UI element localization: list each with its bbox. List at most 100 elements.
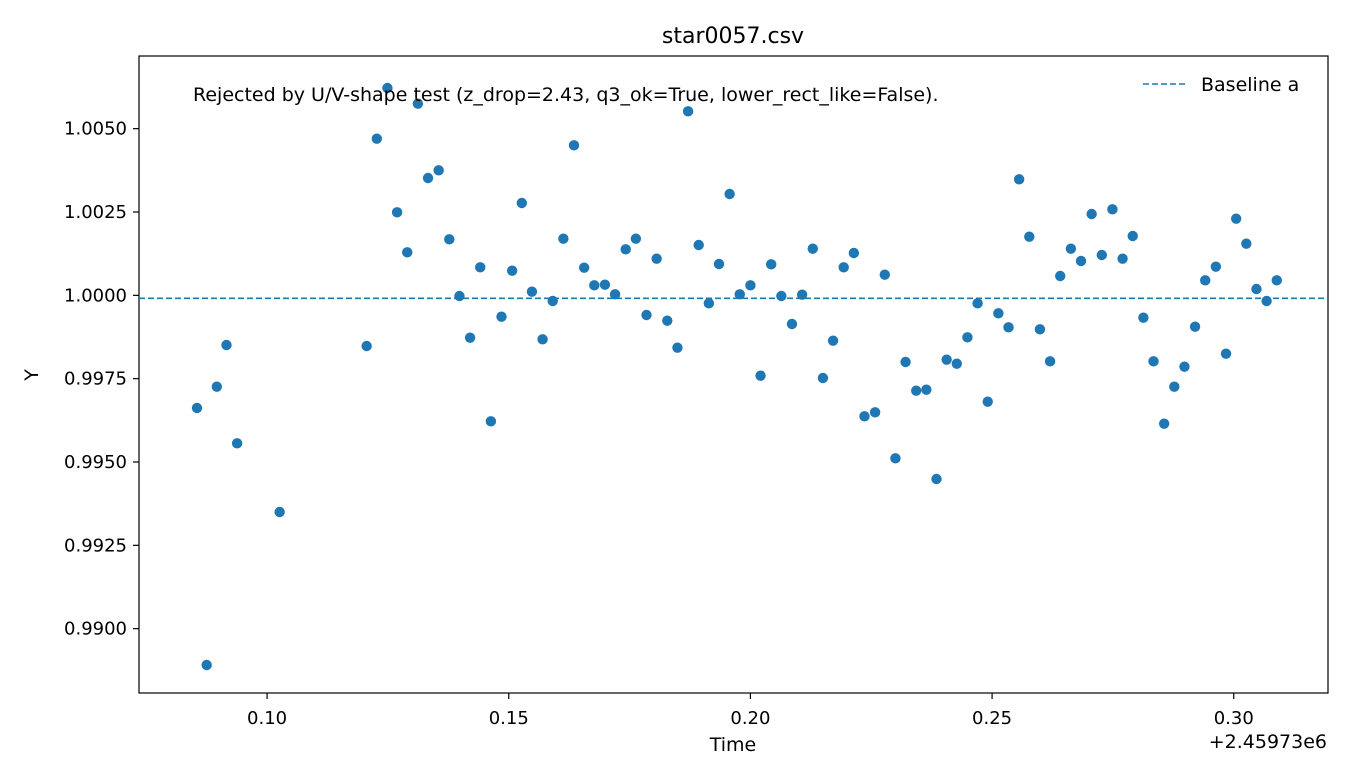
data-point — [869, 407, 881, 418]
data-point — [558, 233, 569, 244]
data-point — [191, 402, 203, 414]
data-point — [526, 286, 538, 297]
data-point — [993, 308, 1004, 319]
data-point — [972, 298, 983, 309]
data-point — [1117, 253, 1128, 264]
data-point — [890, 453, 901, 464]
data-point — [755, 370, 766, 381]
data-point — [1241, 238, 1252, 249]
data-point — [1096, 249, 1108, 261]
data-point — [682, 106, 694, 117]
data-point — [485, 416, 497, 427]
data-point — [568, 140, 580, 151]
data-point — [982, 396, 993, 407]
data-point — [786, 318, 798, 330]
data-point — [506, 265, 518, 276]
data-point — [221, 339, 232, 351]
data-point — [630, 233, 642, 244]
data-point — [807, 243, 818, 254]
x-tick-label: 0.10 — [247, 708, 287, 729]
data-point — [776, 290, 787, 302]
data-point — [1271, 275, 1282, 286]
data-point — [951, 358, 962, 369]
y-tick-label: 0.9950 — [64, 452, 127, 473]
data-point — [1055, 270, 1066, 282]
data-point — [766, 259, 777, 270]
data-point — [444, 234, 455, 245]
data-point — [391, 207, 403, 218]
y-axis-label: Y — [21, 369, 43, 382]
data-point — [941, 354, 952, 365]
data-point — [1044, 356, 1056, 367]
data-point — [734, 289, 745, 300]
data-point — [662, 315, 673, 326]
data-point — [496, 311, 507, 322]
data-point — [1200, 275, 1211, 286]
data-point — [641, 309, 652, 321]
data-point — [201, 659, 212, 671]
data-point — [838, 262, 849, 273]
data-point — [1086, 208, 1097, 220]
plot-area — [138, 55, 1329, 694]
y-axis: 0.9900 0.9925 0.9950 0.9975 1.0000 1.0025 1.00… — [64, 119, 139, 640]
data-point — [1003, 322, 1014, 333]
data-point — [422, 172, 434, 184]
x-axis: 0.10 0.15 0.20 0.25 0.30 — [247, 693, 1254, 729]
x-tick-label: 0.30 — [1214, 708, 1254, 729]
data-point — [931, 473, 942, 485]
data-point — [1075, 255, 1087, 267]
data-point — [703, 298, 715, 309]
annotation-text: Rejected by U/V-shape test (z_drop=2.43,… — [193, 84, 939, 106]
data-point — [1034, 324, 1046, 335]
data-point — [1179, 361, 1190, 372]
data-point — [1261, 295, 1272, 307]
x-tick-label: 0.15 — [489, 708, 529, 729]
data-point — [402, 247, 413, 258]
data-point — [1230, 213, 1242, 224]
data-point — [361, 340, 372, 352]
data-point — [651, 253, 662, 264]
data-point — [713, 258, 725, 270]
data-point — [911, 385, 922, 396]
y-tick-label: 1.0050 — [64, 119, 127, 140]
y-tick-label: 0.9900 — [64, 619, 127, 640]
data-point — [672, 342, 683, 353]
y-tick-label: 1.0025 — [64, 202, 127, 223]
data-point — [274, 506, 285, 518]
x-tick-label: 0.20 — [730, 708, 770, 729]
data-point — [1220, 348, 1232, 359]
data-point — [921, 384, 932, 395]
data-point — [848, 247, 860, 259]
x-axis-label: Time — [709, 734, 757, 756]
data-point — [547, 295, 558, 307]
y-tick-label: 0.9975 — [64, 369, 127, 390]
data-point — [745, 280, 756, 291]
data-point — [211, 381, 223, 392]
y-tick-label: 0.9925 — [64, 535, 127, 556]
data-point — [879, 269, 890, 280]
data-point — [1013, 174, 1025, 185]
data-point — [464, 332, 476, 343]
data-point — [1138, 312, 1149, 323]
data-point — [578, 262, 590, 273]
data-point — [827, 335, 839, 346]
data-point — [1127, 230, 1138, 242]
data-point — [516, 197, 527, 209]
legend-label-baseline: Baseline a — [1201, 74, 1299, 96]
chart-title: star0057.csv — [662, 24, 804, 49]
data-point — [900, 356, 911, 368]
data-point — [589, 280, 600, 291]
x-tick-label: 0.25 — [972, 708, 1012, 729]
y-tick-label: 1.0000 — [64, 285, 127, 306]
data-point — [1189, 321, 1201, 332]
plot-frame — [138, 55, 1329, 694]
data-point — [859, 411, 870, 422]
data-point — [817, 372, 829, 384]
data-point — [724, 188, 735, 200]
legend: Baseline a — [1143, 74, 1299, 96]
data-point — [454, 290, 465, 302]
data-point — [1169, 381, 1180, 392]
data-point — [609, 289, 621, 300]
data-point — [231, 438, 243, 449]
